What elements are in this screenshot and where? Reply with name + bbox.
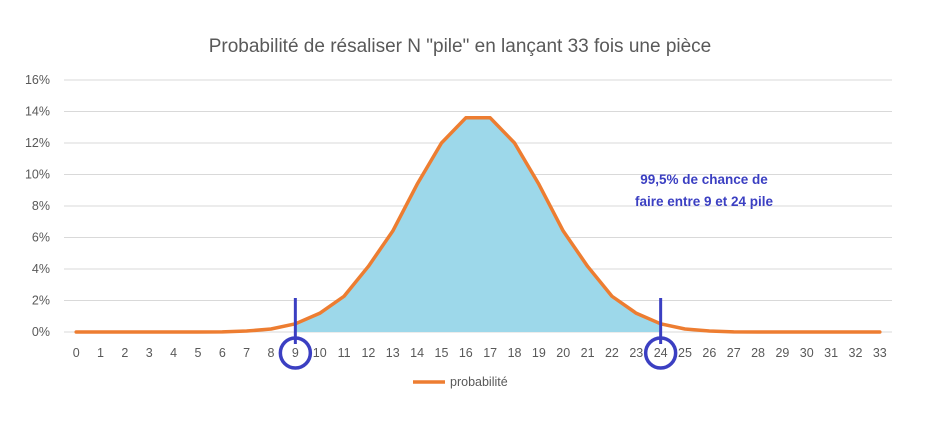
x-tick-label: 28 [751, 346, 765, 360]
x-tick-label: 15 [435, 346, 449, 360]
x-tick-label: 0 [73, 346, 80, 360]
x-tick-label: 20 [556, 346, 570, 360]
x-tick-label: 16 [459, 346, 473, 360]
y-tick-label: 4% [32, 262, 50, 276]
y-tick-label: 16% [25, 73, 50, 87]
x-axis-ticks: 0 1 2 3 4 5 6 7 8 9 10 11 12 13 14 15 16 17 18 19 20 21 22 23 24… [73, 346, 887, 360]
x-tick-label: 11 [338, 346, 351, 360]
shaded-area [295, 117, 661, 332]
x-tick-label: 27 [727, 346, 741, 360]
y-tick-label: 6% [32, 231, 50, 245]
x-tick-label: 7 [243, 346, 250, 360]
y-tick-label: 14% [25, 105, 50, 119]
annotation-line-2: faire entre 9 et 24 pile [635, 194, 774, 209]
series-line-probabilite [74, 116, 882, 334]
range-bound-circle [278, 336, 313, 370]
x-tick-label: 30 [800, 346, 814, 360]
x-tick-label: 13 [386, 346, 400, 360]
x-tick-label: 6 [219, 346, 226, 360]
x-tick-label: 17 [483, 346, 497, 360]
x-tick-label: 3 [146, 346, 153, 360]
x-tick-label: 10 [313, 346, 327, 360]
x-tick-label: 9 [292, 346, 299, 360]
annotation-line-1: 99,5% de chance de [640, 172, 768, 187]
x-tick-label: 4 [170, 346, 177, 360]
x-tick-label: 21 [581, 346, 595, 360]
x-tick-label: 25 [678, 346, 692, 360]
x-tick-label: 12 [361, 346, 375, 360]
range-highlights [278, 298, 678, 370]
y-tick-label: 12% [25, 136, 50, 150]
x-tick-label: 1 [97, 346, 104, 360]
x-tick-label: 18 [508, 346, 522, 360]
y-axis-ticks: 0% 2% 4% 6% 8% 10% 12% 14% 16% [25, 73, 50, 339]
legend: probabilité [413, 375, 508, 389]
x-tick-label: 19 [532, 346, 546, 360]
x-tick-label: 22 [605, 346, 619, 360]
x-tick-label: 33 [873, 346, 887, 360]
x-tick-label: 31 [824, 346, 838, 360]
x-tick-label: 2 [121, 346, 128, 360]
annotation: 99,5% de chance de faire entre 9 et 24 p… [635, 172, 774, 209]
shaded-range-area [295, 117, 661, 332]
x-tick-label: 32 [849, 346, 863, 360]
y-tick-label: 8% [32, 199, 50, 213]
x-tick-label: 8 [268, 346, 275, 360]
x-tick-label: 29 [775, 346, 789, 360]
legend-label: probabilité [450, 375, 508, 389]
x-tick-label: 23 [629, 346, 643, 360]
y-tick-label: 2% [32, 294, 50, 308]
x-tick-label: 14 [410, 346, 424, 360]
y-tick-label: 10% [25, 168, 50, 182]
x-tick-label: 5 [194, 346, 201, 360]
series-line [74, 116, 882, 334]
x-tick-label: 26 [702, 346, 716, 360]
chart-title: Probabilité de résaliser N "pile" en lan… [209, 36, 712, 57]
x-tick-label: 24 [654, 346, 668, 360]
range-bound-circle [643, 336, 678, 370]
y-tick-label: 0% [32, 325, 50, 339]
